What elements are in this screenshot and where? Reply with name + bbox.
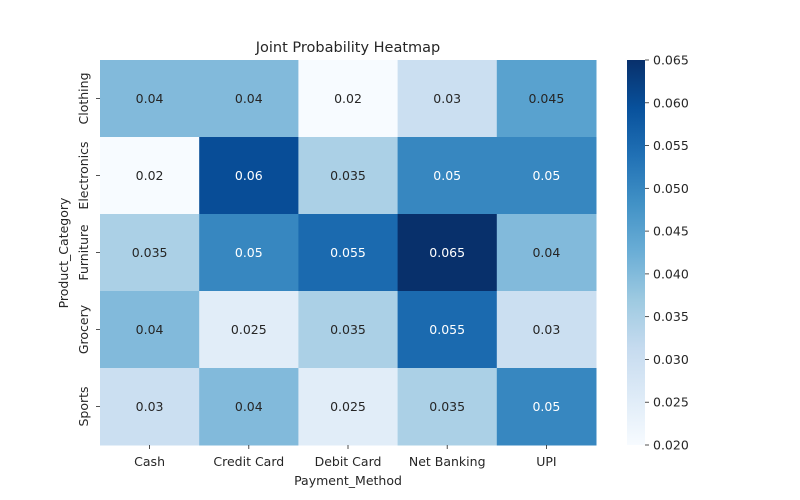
heatmap-cell [298,60,399,138]
heatmap-cell [100,214,200,292]
y-tick-label: Clothing [76,72,91,124]
cell-value-label: 0.03 [136,399,164,414]
cell-value-label: 0.06 [235,168,263,183]
cell-value-label: 0.02 [334,91,362,106]
cell-value-label: 0.035 [330,322,366,337]
colorbar-tick-label: 0.045 [653,224,689,239]
heatmap-cell [199,368,299,446]
heatmap-cell [100,137,200,215]
colorbar-tick-label: 0.025 [653,395,689,410]
cell-value-label: 0.05 [532,168,560,183]
x-tick-label: UPI [536,454,556,469]
colorbar-tick-label: 0.050 [653,181,689,196]
cell-value-label: 0.04 [235,91,263,106]
heatmap-cell [496,214,597,292]
x-axis-label: Payment_Method [294,473,402,488]
y-tick-label: Grocery [76,304,91,354]
heatmap-cell [496,60,597,138]
heatmap-cell [397,368,498,446]
heatmap-cell [199,60,299,138]
heatmap-cells: 0.04 0.04 0.02 0.03 0.045 0.02 0.06 0.035 0.05 0.… [100,60,597,446]
x-tick-label: Net Banking [409,454,486,469]
heatmap-cell [496,137,597,215]
y-axis-ticks: Clothing Electronics Furniture Grocery Sport… [76,72,100,427]
heatmap-cell [100,291,200,369]
cell-value-label: 0.05 [433,168,461,183]
heatmap-cell [298,368,399,446]
cell-value-label: 0.055 [330,245,366,260]
cell-value-label: 0.025 [330,399,366,414]
x-tick-label: Credit Card [213,454,284,469]
colorbar-tick-label: 0.055 [653,138,689,153]
cell-value-label: 0.025 [231,322,267,337]
heatmap-cell [496,291,597,369]
colorbar-tick-label: 0.035 [653,309,689,324]
heatmap-cell [298,214,399,292]
colorbar-gradient [627,60,645,445]
y-tick-label: Furniture [76,224,91,280]
heatmap-cell [199,291,299,369]
cell-value-label: 0.04 [532,245,560,260]
y-tick-label: Sports [76,386,91,426]
x-axis-ticks: Cash Credit Card Debit Card Net Banking UPI [134,445,557,469]
heatmap-cell [397,137,498,215]
heatmap-cell [199,137,299,215]
y-tick-label: Electronics [76,141,91,209]
x-tick-label: Cash [134,454,165,469]
cell-value-label: 0.02 [136,168,164,183]
cell-value-label: 0.035 [429,399,465,414]
cell-value-label: 0.055 [429,322,465,337]
heatmap-cell [298,137,399,215]
heatmap-cell [298,291,399,369]
cell-value-label: 0.04 [136,322,164,337]
cell-value-label: 0.035 [132,245,168,260]
cell-value-label: 0.03 [433,91,461,106]
colorbar: 0.020 0.025 0.030 0.035 0.040 0.045 0.050 0.055… [627,53,689,453]
heatmap-cell [397,291,498,369]
colorbar-tick-label: 0.030 [653,352,689,367]
cell-value-label: 0.035 [330,168,366,183]
cell-value-label: 0.03 [532,322,560,337]
heatmap-cell [397,214,498,292]
heatmap-cell [100,368,200,446]
colorbar-tick-label: 0.020 [653,438,689,453]
y-axis-label: Product_Category [56,197,71,308]
heatmap-cell [496,368,597,446]
cell-value-label: 0.04 [235,399,263,414]
heatmap-cell [100,60,200,138]
heatmap-cell [199,214,299,292]
cell-value-label: 0.04 [136,91,164,106]
cell-value-label: 0.045 [529,91,565,106]
colorbar-tick-label: 0.040 [653,266,689,281]
chart-title: Joint Probability Heatmap [255,40,441,56]
cell-value-label: 0.065 [429,245,465,260]
x-tick-label: Debit Card [315,454,382,469]
cell-value-label: 0.05 [235,245,263,260]
colorbar-tick-label: 0.065 [653,53,689,68]
colorbar-tick-label: 0.060 [653,95,689,110]
heatmap-cell [397,60,498,138]
cell-value-label: 0.05 [532,399,560,414]
